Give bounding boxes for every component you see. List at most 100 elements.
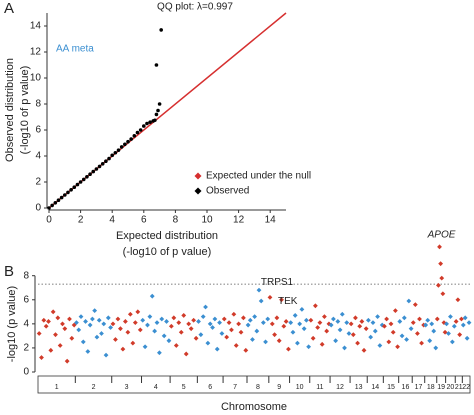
legend-label: Expected under the null: [206, 171, 311, 182]
observed-point: [91, 169, 96, 174]
snp-point: [210, 325, 215, 330]
snp-point: [412, 302, 418, 307]
snp-point: [198, 332, 204, 338]
snp-point: [419, 340, 424, 346]
snp-point: [48, 347, 54, 353]
observed-point: [72, 185, 77, 189]
snp-point: [74, 320, 79, 326]
x-tick-label: 2: [92, 384, 96, 391]
snp-point: [256, 287, 262, 293]
snp-point: [99, 331, 104, 336]
snp-point: [297, 321, 303, 327]
snp-point: [328, 322, 334, 328]
snp-point: [415, 331, 420, 336]
snp-point: [57, 343, 63, 348]
snp-point: [171, 315, 177, 321]
snp-point: [152, 328, 158, 334]
snp-point: [370, 320, 376, 326]
observed-point: [156, 108, 160, 113]
snp-point: [147, 314, 153, 320]
snp-point: [442, 329, 448, 335]
snp-point: [361, 347, 367, 353]
snp-point: [344, 320, 350, 326]
observed-point: [116, 148, 121, 152]
snp-point: [355, 340, 360, 346]
snp-point: [89, 316, 95, 322]
snp-point: [359, 319, 365, 324]
snp-point: [149, 293, 155, 299]
snp-point: [408, 326, 414, 332]
x-axis-label: Expected distribution: [116, 230, 218, 242]
snp-point: [330, 316, 336, 322]
snp-point: [276, 338, 282, 344]
snp-point: [397, 319, 403, 324]
y-axis-label: Observed distribution: [4, 58, 16, 162]
snp-point: [221, 316, 227, 322]
y-tick-label: 8: [23, 270, 29, 281]
snp-point: [417, 316, 422, 322]
snp-point: [217, 320, 222, 326]
snp-point: [319, 341, 325, 347]
snp-point: [188, 326, 194, 332]
snp-point: [41, 317, 47, 323]
snp-point: [231, 311, 237, 317]
observed-point: [53, 201, 58, 205]
y-tick-label: 6: [35, 125, 41, 136]
snp-point: [125, 329, 131, 335]
snp-point: [205, 340, 211, 346]
snp-point: [200, 314, 206, 320]
snp-point: [101, 321, 107, 327]
snp-point: [229, 327, 234, 333]
snp-point: [118, 326, 123, 332]
snp-point: [36, 331, 42, 336]
snp-point: [96, 317, 102, 323]
snp-point: [368, 334, 374, 340]
snp-point: [43, 323, 49, 329]
x-tick-label: 18: [427, 384, 435, 391]
observed-point: [119, 145, 124, 149]
observed-point: [138, 128, 143, 132]
observed-point: [123, 142, 127, 147]
snp-point: [64, 358, 70, 364]
snp-point: [337, 327, 343, 333]
snp-point: [446, 331, 451, 336]
snp-point: [283, 319, 289, 324]
observed-point: [126, 139, 130, 144]
snp-point: [46, 319, 51, 324]
snp-point: [130, 340, 136, 346]
snp-point: [85, 349, 91, 354]
x-tick-label: 4: [109, 215, 115, 226]
y-tick-label: 4: [23, 318, 29, 329]
x-tick-label: 12: [233, 215, 245, 226]
observed-point: [88, 172, 92, 176]
snp-point: [260, 320, 266, 326]
x-axis-label: (-log10 of p value): [123, 246, 212, 258]
snp-point: [292, 313, 298, 318]
snp-point: [459, 316, 464, 322]
snp-point: [455, 297, 461, 303]
y-axis-label: -log10 (p value): [6, 286, 18, 362]
snp-point: [384, 316, 390, 322]
y-tick-label: 8: [35, 99, 41, 110]
snp-point: [444, 321, 449, 327]
chart-title: QQ plot: λ=0.997: [157, 2, 233, 13]
snp-point: [241, 315, 246, 321]
observed-point: [63, 193, 67, 197]
observed-point: [50, 203, 54, 208]
snp-point: [154, 320, 160, 326]
snp-point: [335, 319, 341, 324]
snp-point: [103, 352, 109, 358]
snp-point: [433, 345, 439, 351]
snp-point: [55, 315, 61, 321]
snp-point: [457, 332, 463, 338]
snp-point: [406, 298, 412, 304]
snp-point: [224, 334, 230, 340]
snp-point: [448, 314, 453, 320]
snp-point: [110, 321, 116, 327]
observed-point: [148, 120, 152, 124]
snp-point: [135, 309, 141, 315]
snp-point: [375, 314, 380, 320]
observed-point: [113, 150, 118, 155]
snp-point: [346, 331, 352, 336]
snp-point: [233, 343, 239, 348]
